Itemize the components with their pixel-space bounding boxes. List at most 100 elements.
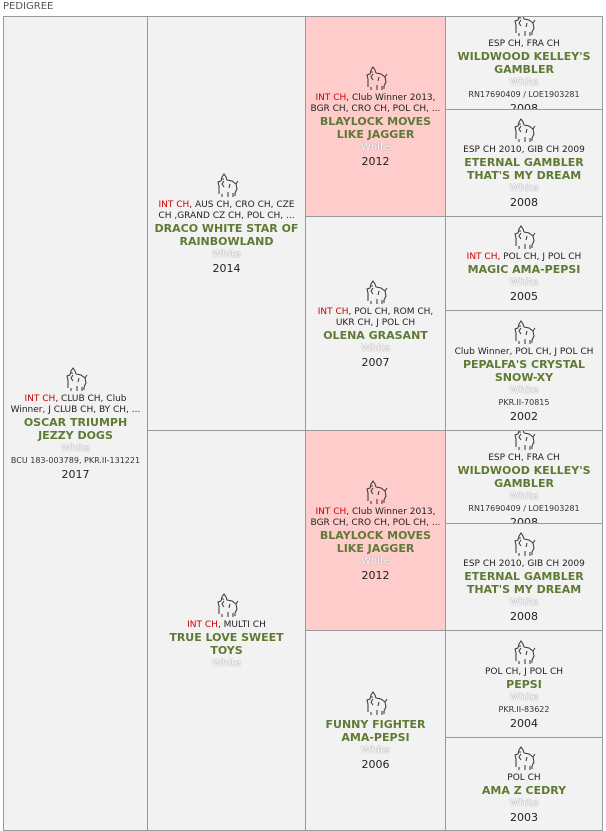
dog-color: White <box>211 249 242 260</box>
dog-card-ggp-5[interactable]: ESP CH, FRA CH WILDWOOD KELLEY'S GAMBLER W… <box>445 430 603 524</box>
dog-color: White <box>509 277 539 288</box>
dog-titles: INT CH, POL CH, J POL CH <box>467 252 582 263</box>
scottish-terrier-icon <box>363 689 389 717</box>
dog-card-sire-sire[interactable]: INT CH, Club Winner 2013, BGR CH, CRO CH… <box>305 16 446 217</box>
dog-name-link[interactable]: DRACO WHITE STAR OF RAINBOWLAND <box>154 222 299 248</box>
dog-name-link[interactable]: WILDWOOD KELLEY'S GAMBLER <box>457 50 591 76</box>
dog-card-ggp-3[interactable]: INT CH, POL CH, J POL CH MAGIC AMA-PEPSI W… <box>445 216 603 311</box>
scottish-terrier-icon <box>363 278 389 306</box>
dog-color: White <box>509 77 539 88</box>
dog-color: White <box>509 797 539 809</box>
dog-color: White <box>360 342 391 354</box>
other-titles: POL CH, J POL CH <box>484 666 564 677</box>
dog-name-link[interactable]: MAGIC AMA-PEPSI <box>467 263 581 276</box>
scottish-terrier-icon <box>511 638 537 666</box>
dog-color: White <box>509 384 539 396</box>
dog-titles: ESP CH 2010, GIB CH 2009 <box>463 145 585 156</box>
dog-card-ggp-4[interactable]: Club Winner, POL CH, J POL CH PEPALFA'S C… <box>445 310 603 431</box>
other-titles: , Club Winner 2013, BGR CH, CRO CH, POL … <box>310 507 441 528</box>
dog-titles: INT CH, POL CH, ROM CH, UKR CH, J POL CH <box>310 307 441 329</box>
scottish-terrier-icon <box>511 530 537 558</box>
dog-titles: INT CH, Club Winner 2013, BGR CH, CRO CH… <box>310 507 441 529</box>
dog-titles: INT CH, CLUB CH, Club Winner, J CLUB CH,… <box>8 394 143 416</box>
int-ch-title: INT CH <box>158 200 190 210</box>
dog-name-link[interactable]: AMA Z CEDRY <box>481 783 567 797</box>
dog-color: White <box>60 443 91 454</box>
dog-card-dam-dam[interactable]: FUNNY FIGHTER AMA-PEPSI White 2006 <box>305 630 446 831</box>
scottish-terrier-icon <box>511 431 537 452</box>
birth-year: 2005 <box>510 290 538 303</box>
other-titles: ESP CH, FRA CH <box>488 39 560 49</box>
birth-year: 2012 <box>361 155 390 168</box>
dog-color: White <box>509 491 539 502</box>
dog-titles: ESP CH, FRA CH <box>488 39 560 50</box>
dog-titles: Club Winner, POL CH, J POL CH <box>455 347 594 358</box>
dog-titles: INT CH, MULTI CH <box>187 620 266 631</box>
birth-year: 2004 <box>510 716 538 730</box>
dog-card-dam-sire[interactable]: INT CH, Club Winner 2013, BGR CH, CRO CH… <box>305 430 446 631</box>
dog-name-link[interactable]: BLAYLOCK MOVES LIKE JAGGER <box>319 529 432 555</box>
dog-name-link[interactable]: ETERNAL GAMBLER THAT'S MY DREAM <box>464 156 584 182</box>
scottish-terrier-icon <box>511 318 537 346</box>
other-titles: Club Winner, POL CH, J POL CH <box>454 346 594 357</box>
dog-name-link[interactable]: TRUE LOVE SWEET TOYS <box>169 631 284 657</box>
scottish-terrier-icon <box>511 223 537 251</box>
int-ch-title: INT CH <box>315 507 347 517</box>
dog-name-link[interactable]: OSCAR TRIUMPH JEZZY DOGS <box>23 416 128 442</box>
birth-year: 2003 <box>510 810 538 824</box>
birth-year: 2006 <box>361 758 390 771</box>
dog-card-ggp-6[interactable]: ESP CH 2010, GIB CH 2009 ETERNAL GAMBLER … <box>445 523 603 631</box>
other-titles: POL CH <box>507 772 541 783</box>
dog-card-ggp-1[interactable]: ESP CH, FRA CH WILDWOOD KELLEY'S GAMBLER W… <box>445 16 603 110</box>
registration-number: RN17690409 / LOE1903281 <box>468 504 580 513</box>
scottish-terrier-icon <box>363 478 389 506</box>
scottish-terrier-icon <box>63 365 89 393</box>
dog-name-link[interactable]: WILDWOOD KELLEY'S GAMBLER <box>457 464 591 490</box>
dog-name-link[interactable]: PEPALFA'S CRYSTAL SNOW-XY <box>462 357 586 384</box>
birth-year: 2017 <box>61 468 90 481</box>
dog-name-link[interactable]: PEPSI <box>506 677 542 691</box>
dog-name-link[interactable]: BLAYLOCK MOVES LIKE JAGGER <box>319 115 432 141</box>
dog-titles: ESP CH, FRA CH <box>488 453 560 464</box>
registration-number: BCU 183-003789, PKR.II-131221 <box>10 456 141 465</box>
scottish-terrier-icon <box>511 17 537 38</box>
int-ch-title: INT CH <box>466 252 498 262</box>
dog-name-link[interactable]: OLENA GRASANT <box>323 328 428 342</box>
dog-color: White <box>360 556 391 567</box>
dog-card-dam[interactable]: INT CH, MULTI CH TRUE LOVE SWEET TOYS Whit… <box>147 430 306 831</box>
dog-card-sire[interactable]: INT CH, AUS CH, CRO CH, CZE CH ,GRAND CZ… <box>147 16 306 431</box>
dog-card-sire-dam[interactable]: INT CH, POL CH, ROM CH, UKR CH, J POL CH… <box>305 216 446 431</box>
dog-card-ggp-2[interactable]: ESP CH 2010, GIB CH 2009 ETERNAL GAMBLER … <box>445 109 603 217</box>
int-ch-title: INT CH <box>187 620 218 630</box>
birth-year: 2002 <box>510 409 538 423</box>
dog-name-link[interactable]: FUNNY FIGHTER AMA-PEPSI <box>325 718 426 744</box>
other-titles: ESP CH 2010, GIB CH 2009 <box>463 559 585 569</box>
dog-color: White <box>360 142 391 153</box>
other-titles: , Club Winner 2013, BGR CH, CRO CH, POL … <box>310 93 441 114</box>
other-titles: ESP CH, FRA CH <box>488 453 560 463</box>
int-ch-title: INT CH <box>24 394 56 404</box>
dog-titles: INT CH, AUS CH, CRO CH, CZE CH ,GRAND CZ… <box>152 200 301 222</box>
int-ch-title: INT CH <box>315 93 347 103</box>
other-titles: ESP CH 2010, GIB CH 2009 <box>463 145 585 155</box>
pedigree-heading: PEDIGREE <box>3 1 54 12</box>
birth-year: 2008 <box>510 516 538 524</box>
dog-card-ggp-7[interactable]: POL CH, J POL CH PEPSI White PKR.II-83622 20… <box>445 630 603 738</box>
dog-name-link[interactable]: ETERNAL GAMBLER THAT'S MY DREAM <box>464 570 584 596</box>
scottish-terrier-icon <box>511 116 537 144</box>
birth-year: 2007 <box>361 355 390 369</box>
dog-card-ggp-8[interactable]: POL CH AMA Z CEDRY White 2003 <box>445 737 603 831</box>
birth-year: 2008 <box>510 196 538 209</box>
dog-color: White <box>509 183 539 194</box>
int-ch-title: INT CH <box>317 306 349 317</box>
birth-year: 2014 <box>212 262 241 275</box>
birth-year: 2008 <box>510 610 538 623</box>
dog-color: White <box>360 745 391 756</box>
registration-number: PKR.II-70815 <box>498 397 550 407</box>
other-titles: , POL CH, ROM CH, UKR CH, J POL CH <box>335 306 434 328</box>
scottish-terrier-icon <box>214 591 240 619</box>
dog-card-subject[interactable]: INT CH, CLUB CH, Club Winner, J CLUB CH,… <box>3 16 148 831</box>
scottish-terrier-icon <box>214 171 240 199</box>
dog-color: White <box>509 597 539 608</box>
birth-year: 2012 <box>361 569 390 582</box>
